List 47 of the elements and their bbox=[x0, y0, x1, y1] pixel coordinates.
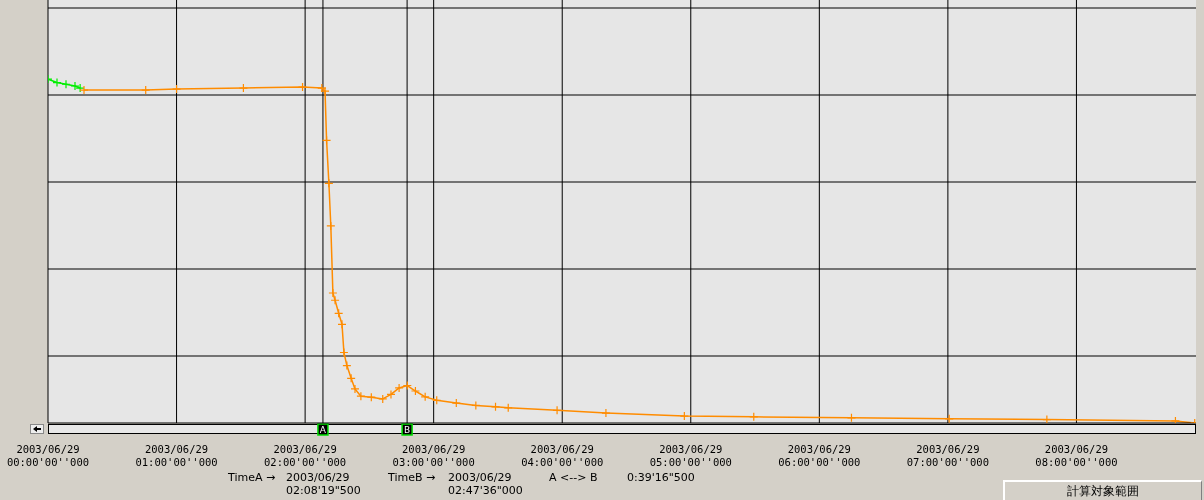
x-tick-label: 2003/06/29 06:00'00''000 bbox=[778, 443, 861, 468]
text: 2003/06/29 02:47'36"000 bbox=[448, 471, 523, 497]
text: 2003/06/29 02:08'19"500 bbox=[286, 471, 361, 497]
x-tick-label: 2003/06/29 08:00'00''000 bbox=[1035, 443, 1118, 468]
point bbox=[61, 79, 71, 89]
point bbox=[238, 83, 248, 93]
x-tick-label: 2003/06/29 04:00'00''000 bbox=[521, 443, 604, 468]
point bbox=[52, 77, 62, 88]
x-tick-label: 2003/06/29 05:00'00''000 bbox=[649, 443, 732, 468]
point bbox=[410, 386, 421, 396]
text: 計算対象範囲 bbox=[1003, 480, 1202, 500]
x-tick-label: 2003/06/29 07:00'00''000 bbox=[906, 443, 989, 468]
point bbox=[679, 411, 689, 421]
point bbox=[330, 295, 340, 305]
point bbox=[171, 84, 182, 94]
x-tick-label: 2003/06/29 02:00'00''000 bbox=[264, 443, 347, 468]
point bbox=[79, 85, 89, 95]
point bbox=[552, 405, 562, 415]
point bbox=[350, 384, 360, 394]
point bbox=[601, 408, 611, 418]
point bbox=[346, 373, 356, 383]
point bbox=[420, 392, 430, 402]
ref-line-label: B bbox=[404, 425, 411, 435]
point bbox=[394, 383, 404, 393]
point bbox=[324, 178, 334, 188]
point bbox=[503, 403, 513, 413]
x-tick-label: 2003/06/29 03:00'00''000 bbox=[392, 443, 475, 468]
text: TimeB → bbox=[388, 471, 436, 484]
text: TimeA → bbox=[228, 471, 276, 484]
text: A <--> B bbox=[549, 471, 598, 484]
x-tick-label: 2003/06/29 01:00'00''000 bbox=[135, 443, 218, 468]
point bbox=[342, 360, 352, 371]
point bbox=[386, 389, 396, 400]
point bbox=[356, 391, 366, 401]
ref-line-label: A bbox=[319, 425, 327, 435]
point bbox=[1042, 414, 1052, 423]
x-tick-label: 2003/06/29 00:00'00''000 bbox=[6, 443, 90, 468]
point bbox=[141, 85, 151, 95]
text: 0:39'16"500 bbox=[627, 471, 695, 484]
point bbox=[451, 398, 461, 408]
point bbox=[337, 319, 347, 329]
point bbox=[326, 221, 336, 231]
point bbox=[297, 82, 308, 92]
point bbox=[339, 347, 349, 358]
point bbox=[378, 394, 388, 404]
point bbox=[944, 414, 954, 423]
point bbox=[328, 288, 338, 298]
